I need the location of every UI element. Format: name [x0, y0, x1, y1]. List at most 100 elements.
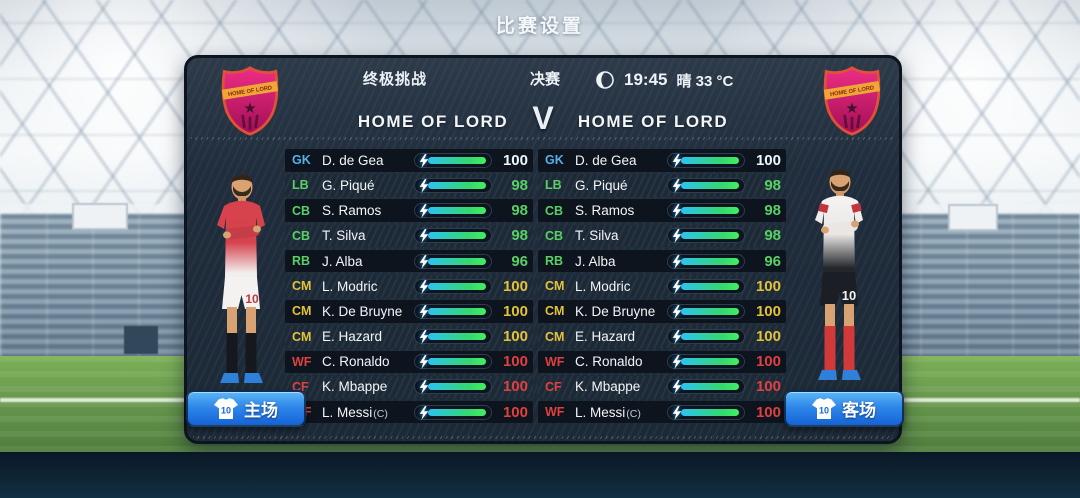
position-label: CM [545, 304, 565, 319]
roster-row[interactable]: LB G. Piqué 98 [538, 174, 786, 197]
energy-bar [414, 354, 492, 370]
position-label: CB [545, 203, 564, 218]
player-name: J. Alba [575, 253, 616, 269]
position-label: CM [545, 329, 565, 344]
away-roster: GK D. de Gea 100 LB G. Piqué 98 CB S. Ra… [538, 149, 786, 424]
energy-fill [681, 181, 739, 189]
lightning-icon [672, 179, 682, 193]
lightning-icon [419, 179, 429, 193]
svg-text:10: 10 [245, 292, 259, 306]
lightning-icon [419, 330, 429, 344]
roster-row[interactable]: CF K. Mbappe 100 [538, 375, 786, 399]
roster-row[interactable]: WF C. Ronaldo 100 [538, 350, 786, 374]
roster-row[interactable]: RB J. Alba 96 [285, 249, 533, 273]
rating-value: 100 [502, 353, 528, 371]
rating-value: 98 [764, 202, 781, 220]
away-button-label: 客场 [842, 401, 876, 420]
roster-row[interactable]: LB G. Piqué 98 [285, 174, 533, 197]
rating-value: 98 [511, 202, 528, 220]
energy-bar [414, 203, 492, 219]
roster-row[interactable]: CM K. De Bruyne 100 [538, 300, 786, 323]
player-name: K. De Bruyne [575, 303, 656, 319]
rating-value: 100 [502, 378, 528, 396]
lightning-icon [672, 355, 682, 370]
roster-row[interactable]: CB T. Silva 98 [538, 224, 786, 248]
page-title: 比赛设置 [495, 16, 584, 37]
badge-star: ★ [845, 101, 858, 117]
stadium-screen-right [948, 204, 998, 231]
energy-bar [414, 152, 492, 168]
captain-badge: (C) [626, 407, 641, 420]
energy-fill [681, 408, 739, 416]
rating-value: 98 [511, 227, 528, 245]
lightning-icon [419, 204, 429, 219]
rating-value: 100 [755, 378, 781, 396]
position-label: CB [292, 228, 311, 243]
energy-bar [667, 278, 745, 294]
lightning-icon [672, 204, 682, 219]
player-name: S. Ramos [575, 203, 635, 219]
energy-fill [428, 156, 486, 164]
lightning-icon [672, 330, 682, 344]
away-team-badge: HOME OF LORD ★ [823, 66, 881, 136]
away-player-model: 10 [815, 169, 863, 380]
energy-fill [681, 282, 739, 290]
player-name: E. Hazard [322, 329, 383, 345]
position-label: CM [292, 329, 312, 344]
away-side-button[interactable]: 10 客场 [784, 390, 904, 427]
roster-row[interactable]: GK D. de Gea 100 [538, 149, 786, 172]
roster-row[interactable]: WF L. Messi(C) 100 [285, 400, 533, 424]
position-label: LB [545, 178, 562, 193]
roster-row[interactable]: CB T. Silva 98 [285, 224, 533, 248]
roster-row[interactable]: GK D. de Gea 100 [285, 149, 533, 172]
roster-row[interactable]: CM L. Modric 100 [285, 274, 533, 298]
rating-value: 98 [764, 176, 781, 194]
player-name: E. Hazard [575, 329, 636, 345]
match-setup-panel: 终极挑战 决赛 19:45 晴 33 °C HOME OF LORD V HOM… [184, 55, 902, 444]
player-name: J. Alba [322, 253, 363, 269]
roster-row[interactable]: WF L. Messi(C) 100 [538, 400, 786, 424]
player-name: C. Ronaldo [322, 354, 390, 370]
rating-value: 100 [755, 302, 781, 320]
player-name: G. Piqué [322, 177, 375, 193]
rating-value: 100 [755, 151, 781, 169]
jersey-number: 10 [221, 405, 231, 415]
roster-row[interactable]: CB S. Ramos 98 [285, 199, 533, 222]
roster-row[interactable]: CM L. Modric 100 [538, 274, 786, 298]
rating-value: 100 [755, 353, 781, 371]
versus-label: V [532, 100, 554, 136]
roster-row[interactable]: CM K. De Bruyne 100 [285, 300, 533, 323]
badge-star: ★ [243, 101, 256, 117]
away-team-name: HOME OF LORD [577, 112, 729, 131]
roster-row[interactable]: CF K. Mbappe 100 [285, 375, 533, 399]
roster-row[interactable]: CM E. Hazard 100 [285, 325, 533, 348]
position-label: WF [545, 354, 565, 369]
player-name: G. Piqué [575, 177, 628, 193]
energy-fill [681, 333, 739, 341]
kickoff-time: 19:45 [624, 70, 668, 89]
home-side-button[interactable]: 10 主场 [186, 390, 306, 427]
lightning-icon [672, 405, 682, 420]
energy-fill [681, 156, 739, 164]
lightning-icon [672, 229, 682, 244]
player-name: T. Silva [575, 228, 619, 244]
rating-value: 98 [511, 176, 528, 194]
lightning-icon [672, 380, 682, 395]
rating-value: 100 [502, 151, 528, 169]
energy-bar [414, 303, 492, 319]
player-name: K. Mbappe [322, 379, 388, 395]
stage-label: 决赛 [529, 71, 560, 88]
jersey-number: 10 [819, 405, 829, 415]
lightning-icon [419, 153, 429, 168]
energy-fill [428, 232, 486, 240]
lightning-icon [419, 254, 429, 269]
position-label: WF [545, 405, 565, 420]
position-label: CF [545, 379, 562, 394]
roster-row[interactable]: RB J. Alba 96 [538, 249, 786, 273]
energy-fill [428, 408, 486, 416]
roster-row[interactable]: CM E. Hazard 100 [538, 325, 786, 348]
energy-fill [428, 181, 486, 189]
roster-row[interactable]: CB S. Ramos 98 [538, 199, 786, 222]
roster-row[interactable]: WF C. Ronaldo 100 [285, 350, 533, 374]
rating-value: 96 [511, 252, 528, 270]
